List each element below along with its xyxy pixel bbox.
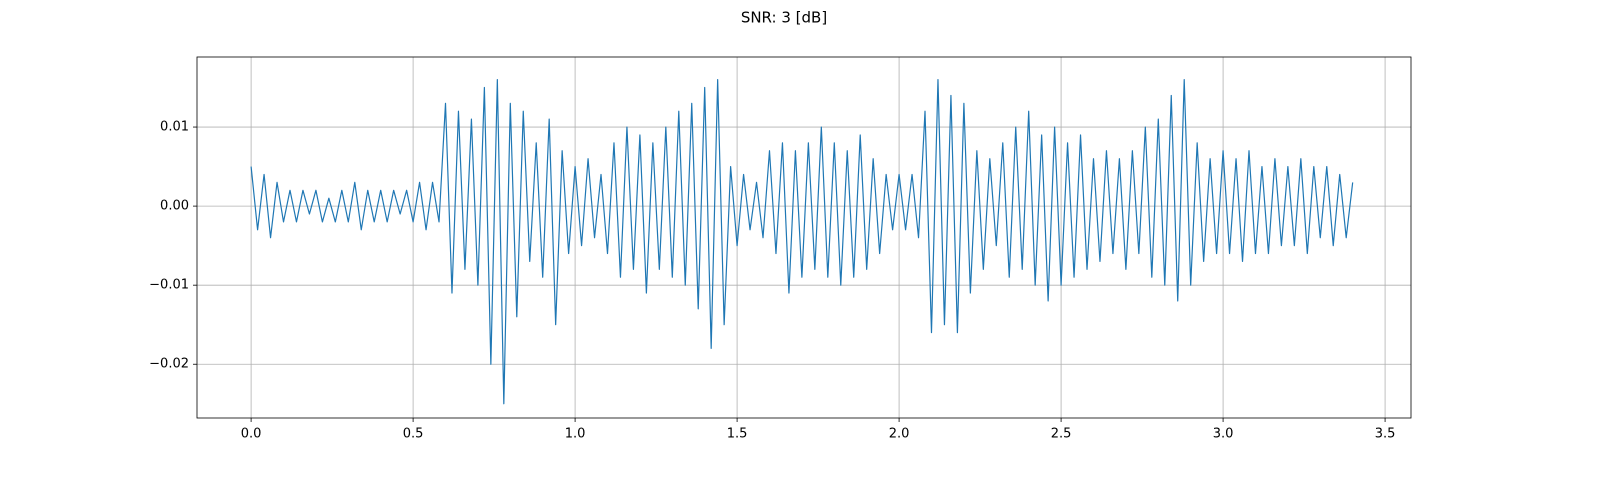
y-tick-label: −0.02 bbox=[149, 357, 189, 372]
y-tick-label: −0.01 bbox=[149, 278, 189, 293]
x-tick-label: 0.0 bbox=[241, 427, 262, 442]
x-tick-label: 1.0 bbox=[565, 427, 586, 442]
x-tick-label: 2.5 bbox=[1051, 427, 1072, 442]
y-tick-label: 0.01 bbox=[160, 120, 189, 135]
x-tick-label: 1.5 bbox=[727, 427, 748, 442]
x-tick-label: 0.5 bbox=[403, 427, 424, 442]
plot-frame bbox=[196, 56, 1412, 419]
waveform-line bbox=[250, 79, 1354, 405]
x-tick-label: 3.5 bbox=[1375, 427, 1396, 442]
chart-title: SNR: 3 [dB] bbox=[741, 9, 827, 27]
x-tick-label: 2.0 bbox=[889, 427, 910, 442]
x-tick-label: 3.0 bbox=[1213, 427, 1234, 442]
y-tick-label: 0.00 bbox=[160, 199, 189, 214]
